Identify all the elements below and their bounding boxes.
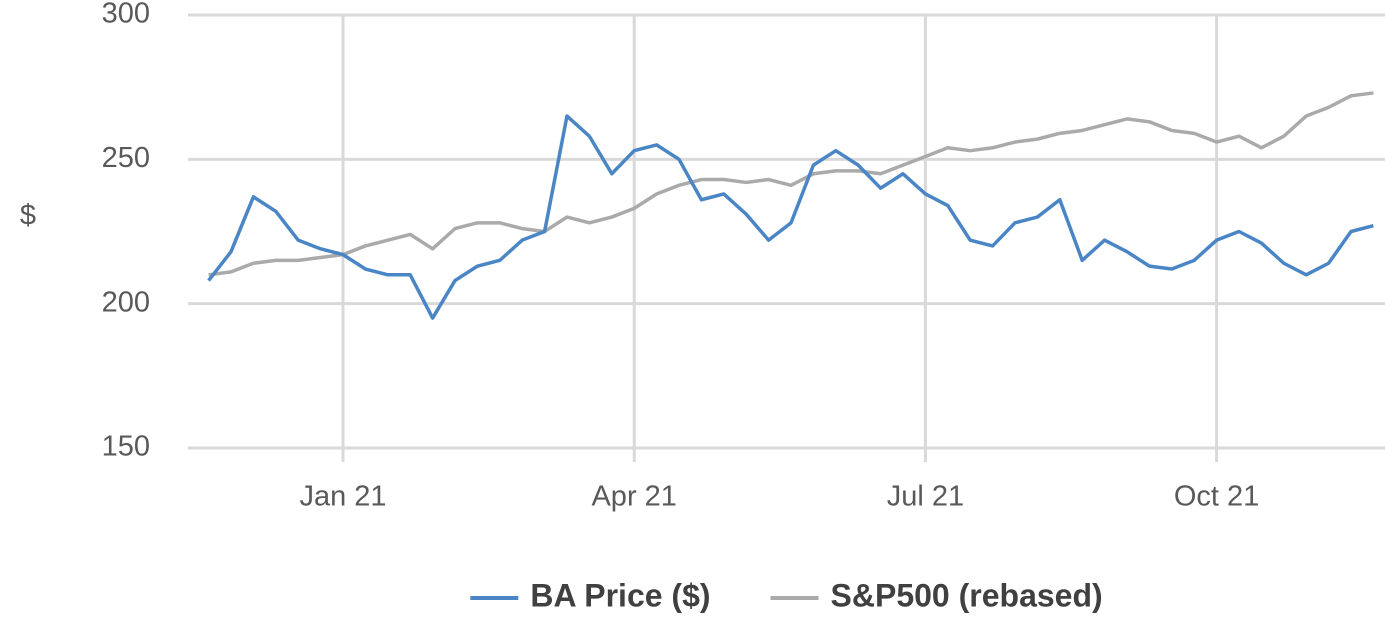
y-tick-label: 150 — [102, 431, 150, 463]
y-tick-label: 250 — [102, 142, 150, 174]
legend-label: BA Price ($) — [530, 577, 710, 613]
legend-label: S&P500 (rebased) — [831, 577, 1103, 613]
x-tick-label: Jul 21 — [887, 481, 964, 513]
legend: BA Price ($) S&P500 (rebased) — [470, 577, 1103, 613]
x-tick-label: Jan 21 — [299, 481, 386, 513]
data-line — [207, 114, 1374, 320]
x-tick-label: Oct 21 — [1174, 481, 1259, 513]
data-line — [208, 91, 1374, 277]
y-tick-label: 200 — [102, 286, 150, 318]
y-axis-label: $ — [20, 200, 36, 232]
x-tick-label: Apr 21 — [591, 481, 676, 513]
y-tick-label: 300 — [102, 0, 150, 30]
